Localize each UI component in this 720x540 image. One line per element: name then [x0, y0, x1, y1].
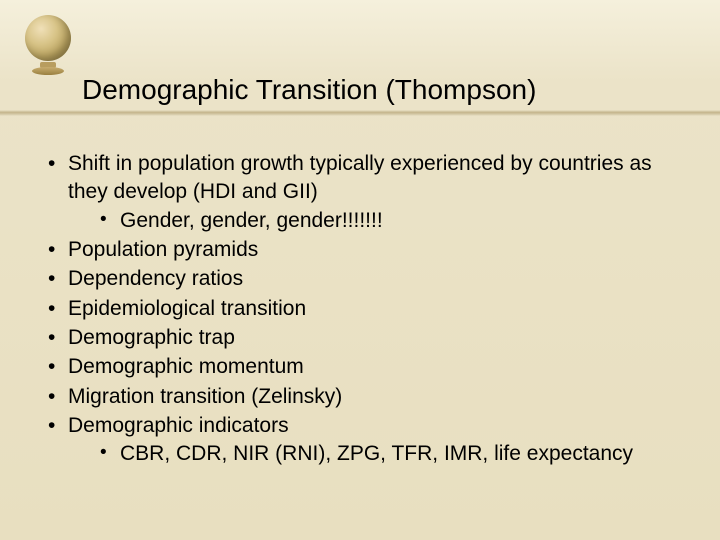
page-title: Demographic Transition (Thompson)	[82, 74, 536, 106]
bullet-text: Dependency ratios	[68, 267, 243, 290]
bullet-text: Epidemiological transition	[68, 297, 306, 320]
list-item: Demographic trap	[42, 324, 690, 352]
bullet-text: Demographic trap	[68, 326, 235, 349]
bullet-text: Migration transition (Zelinsky)	[68, 385, 342, 408]
sub-list: Gender, gender, gender!!!!!!!	[68, 207, 690, 235]
slide-content: Shift in population growth typically exp…	[42, 150, 690, 470]
title-bar: Demographic Transition (Thompson)	[0, 68, 720, 112]
list-item: Shift in population growth typically exp…	[42, 150, 690, 235]
list-item: Demographic momentum	[42, 353, 690, 381]
list-item: Population pyramids	[42, 236, 690, 264]
bullet-text: Demographic indicators	[68, 414, 289, 437]
sub-list: CBR, CDR, NIR (RNI), ZPG, TFR, IMR, life…	[68, 440, 690, 468]
bullet-text: Shift in population growth typically exp…	[68, 152, 652, 203]
list-item: Dependency ratios	[42, 265, 690, 293]
list-item: Migration transition (Zelinsky)	[42, 383, 690, 411]
bullet-text: Demographic momentum	[68, 355, 304, 378]
bullet-text: Population pyramids	[68, 238, 258, 261]
sub-item: CBR, CDR, NIR (RNI), ZPG, TFR, IMR, life…	[68, 440, 690, 468]
sub-item: Gender, gender, gender!!!!!!!	[68, 207, 690, 235]
title-underline	[0, 110, 720, 116]
bullet-list: Shift in population growth typically exp…	[42, 150, 690, 469]
list-item: Epidemiological transition	[42, 295, 690, 323]
list-item: Demographic indicators CBR, CDR, NIR (RN…	[42, 412, 690, 469]
